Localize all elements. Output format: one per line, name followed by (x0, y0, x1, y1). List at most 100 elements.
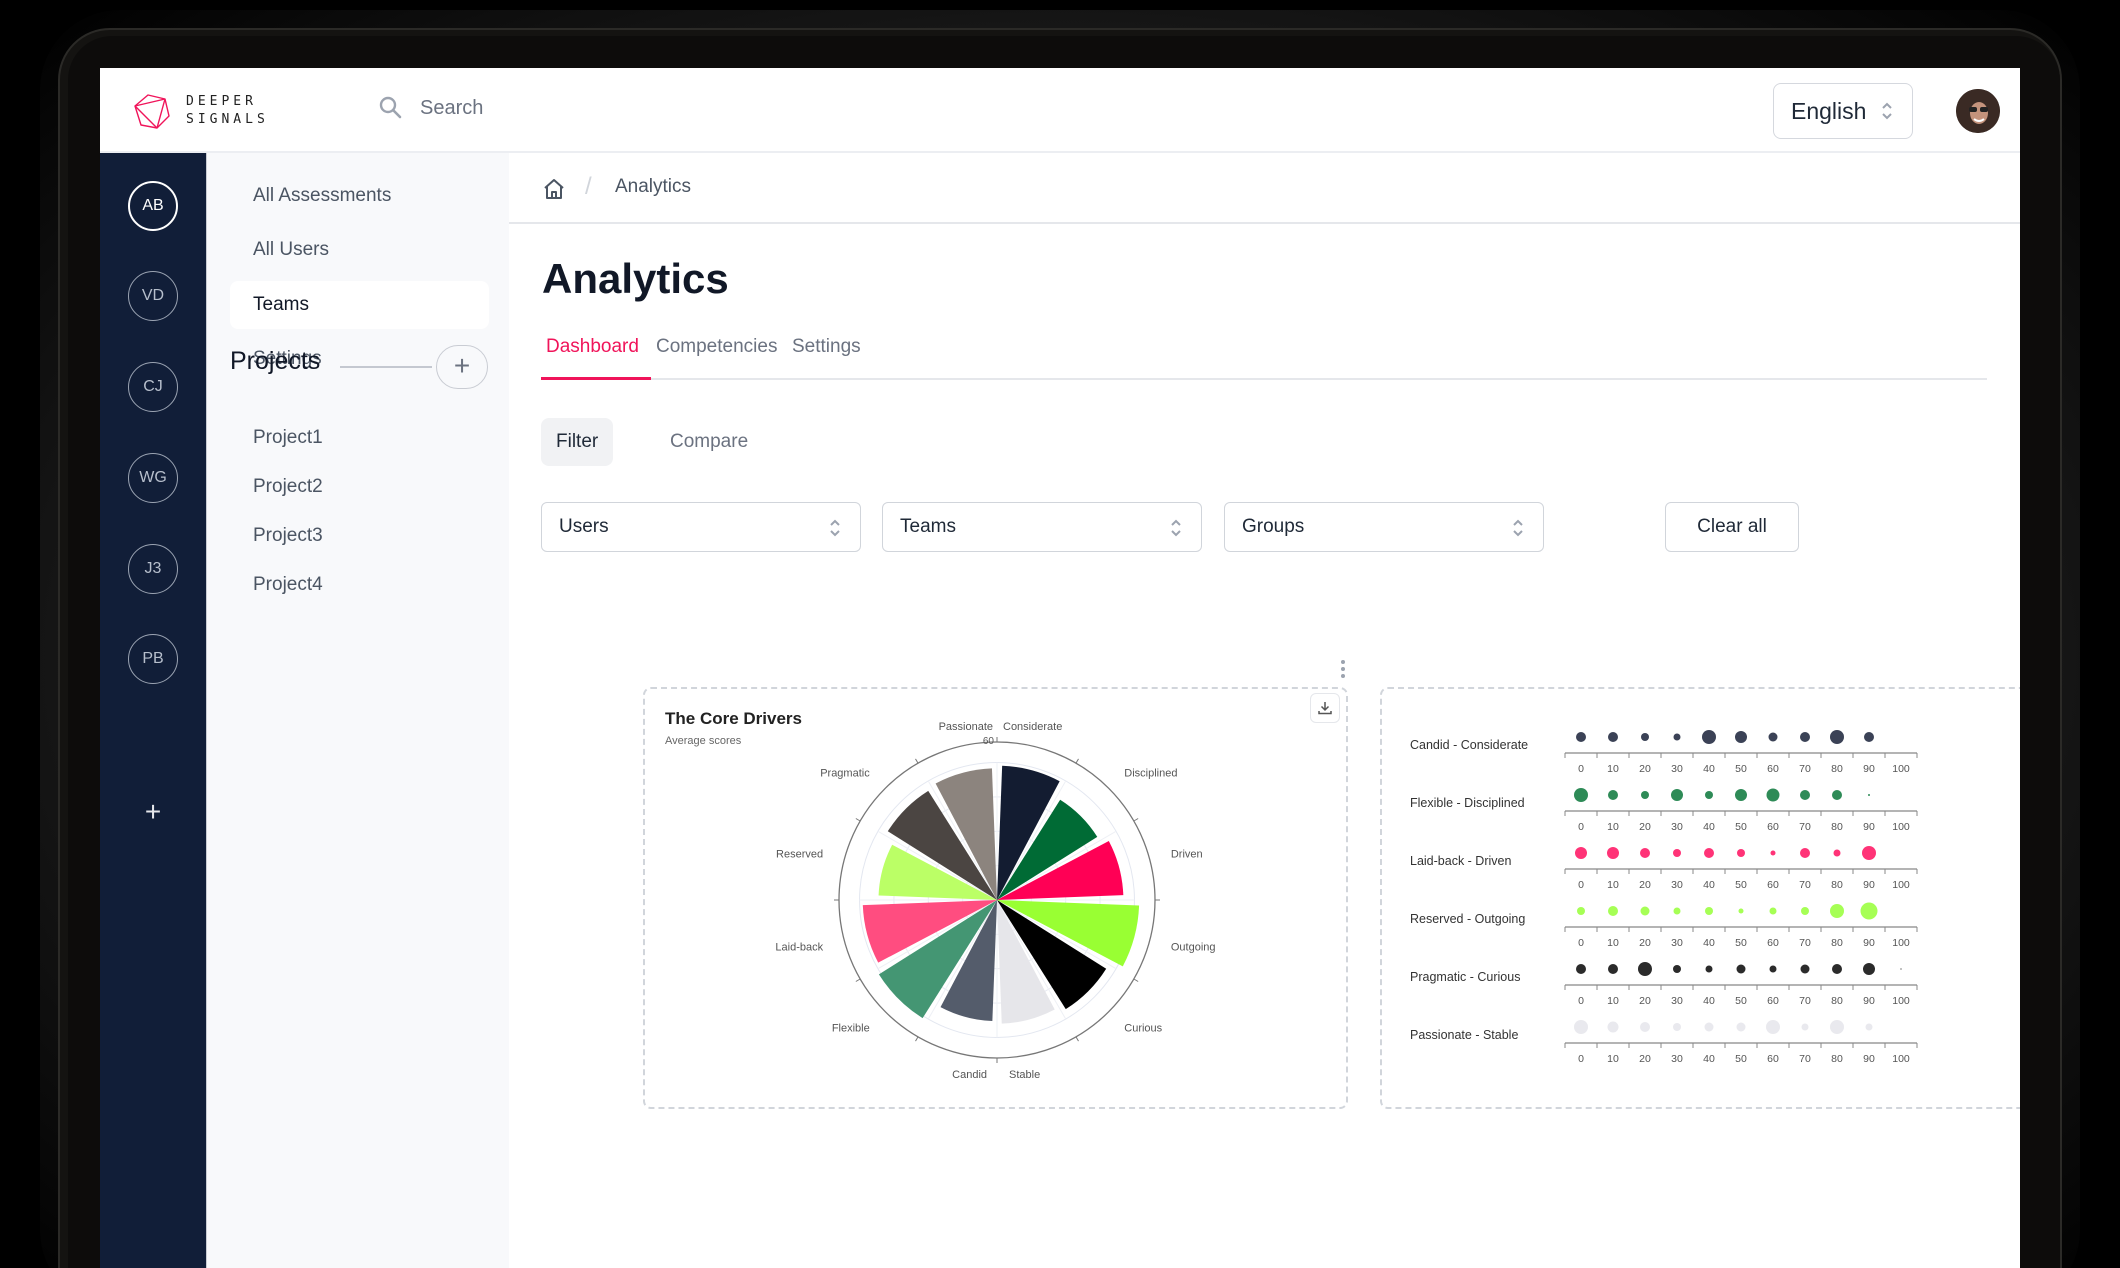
tab-dashboard[interactable]: Dashboard (541, 336, 651, 380)
projects-divider (340, 366, 432, 368)
data-dot (1736, 1022, 1746, 1032)
tick-label: 90 (1863, 995, 1875, 1007)
tick-label: 40 (1703, 1053, 1715, 1065)
tick-label: 80 (1831, 763, 1843, 775)
workspace-avatar-ab[interactable]: AB (128, 181, 178, 231)
language-select[interactable]: English (1773, 83, 1913, 139)
polar-wedge (887, 790, 997, 900)
data-dot (1640, 848, 1650, 858)
main-content: / Analytics Analytics Dashboard Competen… (509, 153, 2020, 1268)
data-dot (1673, 907, 1681, 915)
data-dot (1800, 848, 1810, 858)
tick-label: 50 (1735, 763, 1747, 775)
chart-title: The Core Drivers (665, 709, 802, 728)
data-dot (1900, 968, 1902, 970)
tab-settings[interactable]: Settings (792, 336, 861, 357)
workspace-avatar-pb[interactable]: PB (128, 634, 178, 684)
data-dot (1830, 904, 1844, 918)
polar-wedge (997, 799, 1098, 900)
polar-axis-label: Outgoing (1171, 942, 1216, 954)
teams-select[interactable]: Teams (882, 502, 1202, 552)
tick-label: 20 (1639, 821, 1651, 833)
data-dot (1768, 732, 1778, 742)
tick-label: 0 (1578, 995, 1584, 1007)
tick-label: 20 (1639, 995, 1651, 1007)
tick-label: 80 (1831, 995, 1843, 1007)
tick-label: 60 (1767, 1053, 1779, 1065)
add-workspace-button[interactable]: + (144, 796, 162, 827)
data-dot (1801, 907, 1809, 915)
updown-chevron-icon (1882, 102, 1892, 120)
logo[interactable]: DEEPER SIGNALS (130, 90, 269, 132)
user-avatar[interactable] (1956, 89, 2000, 133)
workspace-avatar-wg[interactable]: WG (128, 453, 178, 503)
logo-line1: DEEPER (186, 94, 257, 109)
tick-label: 50 (1735, 879, 1747, 891)
row-label: Laid-back - Driven (1410, 854, 1511, 868)
data-dot (1574, 1020, 1588, 1034)
data-dot (1863, 963, 1875, 975)
sidebar-item-all-users[interactable]: All Users (253, 239, 330, 260)
download-icon (1318, 702, 1332, 715)
tick-label: 20 (1639, 879, 1651, 891)
data-dot (1671, 789, 1683, 801)
project-item[interactable]: Project4 (253, 574, 323, 595)
projects-heading: Projects (230, 347, 321, 375)
project-item[interactable]: Project1 (253, 427, 323, 448)
data-dot (1864, 732, 1874, 742)
add-project-button[interactable]: + (436, 345, 488, 389)
tick-label: 0 (1578, 821, 1584, 833)
polar-axis-label: Stable (1009, 1069, 1040, 1081)
compare-tab[interactable]: Compare (670, 431, 749, 452)
polar-axis-label: Curious (1124, 1022, 1162, 1034)
tick-label: 80 (1831, 879, 1843, 891)
workspace-avatar-vd[interactable]: VD (128, 271, 178, 321)
data-dot (1868, 794, 1870, 796)
polar-wedge (862, 900, 997, 963)
data-dot (1638, 962, 1652, 976)
chart-card-menu[interactable] (1339, 660, 1347, 678)
data-dot (1673, 733, 1681, 741)
tick-label: 20 (1639, 763, 1651, 775)
tick-label: 0 (1578, 763, 1584, 775)
tick-label: 10 (1607, 763, 1619, 775)
clear-all-button[interactable]: Clear all (1665, 502, 1799, 552)
filter-tab[interactable]: Filter (541, 418, 614, 466)
workspace-avatar-cj[interactable]: CJ (128, 362, 178, 412)
tick-label: 70 (1799, 995, 1811, 1007)
tick-label: 30 (1671, 937, 1683, 949)
tick-label: 40 (1703, 879, 1715, 891)
groups-select[interactable]: Groups (1224, 502, 1544, 552)
teams-select-value: Teams (900, 516, 956, 537)
home-icon[interactable] (542, 177, 566, 201)
tick-label: 70 (1799, 763, 1811, 775)
search-icon (379, 96, 402, 119)
sidebar-item-all-assessments[interactable]: All Assessments (253, 185, 392, 206)
sidebar-item-settings[interactable]: Settings (253, 348, 322, 369)
avatar-photo-icon (1956, 89, 2000, 133)
data-dot (1769, 907, 1777, 915)
tab-competencies[interactable]: Competencies (656, 336, 778, 357)
tick-label: 50 (1735, 1053, 1747, 1065)
tick-label: 100 (1892, 763, 1910, 775)
svg-text:60: 60 (983, 736, 995, 747)
workspace-avatar-j3[interactable]: J3 (128, 544, 178, 594)
sidebar-item-teams[interactable]: Teams (230, 281, 489, 329)
tick-label: 10 (1607, 1053, 1619, 1065)
tab-label: Dashboard (546, 336, 639, 357)
updown-chevron-icon (1513, 519, 1523, 537)
data-dot (1800, 790, 1810, 800)
project-item[interactable]: Project2 (253, 476, 323, 497)
project-item[interactable]: Project3 (253, 525, 323, 546)
tick-label: 70 (1799, 879, 1811, 891)
tick-label: 10 (1607, 995, 1619, 1007)
data-dot (1830, 730, 1844, 744)
tick-label: 80 (1831, 1053, 1843, 1065)
download-button[interactable] (1310, 693, 1340, 723)
users-select[interactable]: Users (541, 502, 861, 552)
search-input[interactable]: Search (378, 95, 483, 121)
row-label: Passionate - Stable (1410, 1028, 1518, 1042)
tick-label: 100 (1892, 879, 1910, 891)
data-dot (1865, 1023, 1873, 1031)
tick-label: 30 (1671, 1053, 1683, 1065)
